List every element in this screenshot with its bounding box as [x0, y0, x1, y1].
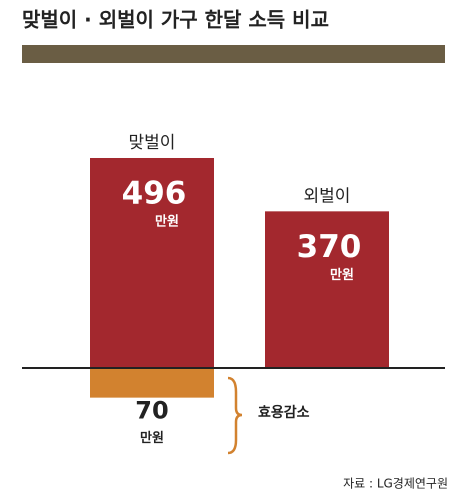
- reduction-bar: [90, 368, 214, 398]
- unit-label: 만원: [155, 213, 179, 229]
- chart-title: 맞벌이 · 외벌이 가구 한달 소득 비교: [22, 8, 329, 32]
- bar: [90, 157, 214, 368]
- brace: [227, 376, 243, 455]
- category-label: 맞벌이: [129, 133, 176, 153]
- reduction-label: 효용감소: [258, 404, 310, 421]
- value-label: 370: [297, 229, 362, 265]
- category-label: 외벌이: [304, 186, 351, 206]
- source: 자료 : LG경제연구원: [343, 477, 448, 491]
- unit-label: 만원: [140, 430, 164, 446]
- value-label: 70: [135, 397, 168, 425]
- title-band: [22, 45, 445, 63]
- value-label: 496: [122, 175, 187, 211]
- bar: [265, 211, 389, 368]
- unit-label: 만원: [330, 267, 354, 283]
